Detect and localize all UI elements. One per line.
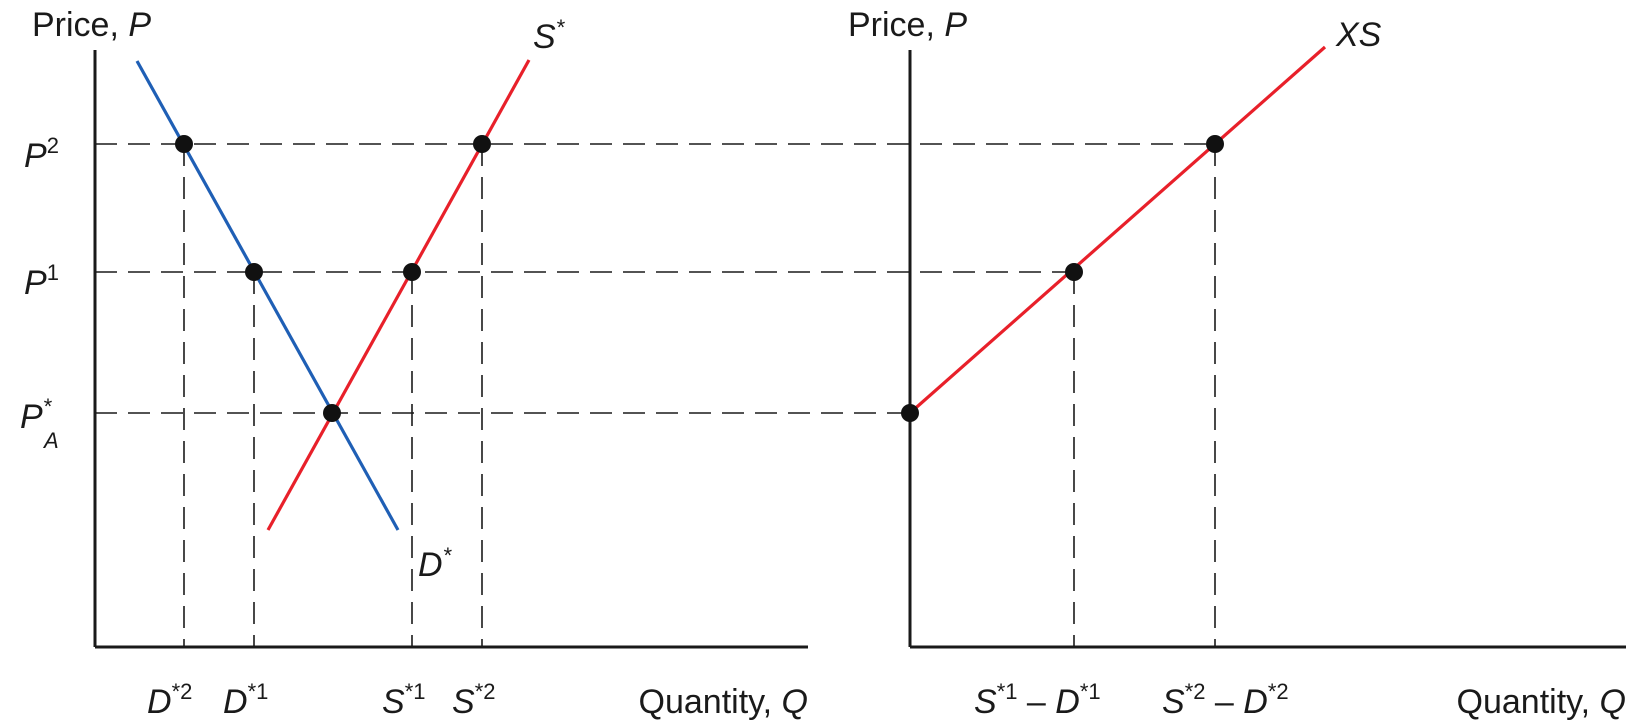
right-x-axis-title: Quantity, Q: [1457, 683, 1626, 721]
qty-label-d2: D*2: [147, 679, 192, 721]
qty-label-xs1: S*1 – D*1: [974, 679, 1101, 721]
point-xs1: [1065, 263, 1083, 281]
price-label-p1: P1: [24, 260, 59, 302]
left-panel: Price, P Quantity, Q S* D* P2 P1 P* A D*…: [20, 6, 1215, 721]
point-d2-p2: [175, 135, 193, 153]
point-s1-p1: [403, 263, 421, 281]
qty-label-s2: S*2: [452, 679, 495, 721]
demand-curve: [135, 60, 400, 531]
right-y-axis-title: Price, P: [848, 6, 967, 44]
left-y-axis-title: Price, P: [32, 6, 151, 44]
point-s2-p2: [473, 135, 491, 153]
demand-curve-label: D*: [418, 543, 453, 584]
export-supply-label: XS: [1335, 16, 1382, 54]
right-panel: Price, P Quantity, Q XS S*1 – D*1 S*2 – …: [848, 6, 1626, 721]
supply-curve-label: S*: [533, 15, 566, 56]
price-label-pa: P*: [20, 394, 53, 436]
point-xs-zero: [901, 404, 919, 422]
export-supply-curve: [908, 45, 1327, 415]
qty-label-d1: D*1: [223, 679, 268, 721]
supply-curve: [266, 59, 531, 531]
left-x-axis-title: Quantity, Q: [639, 683, 808, 721]
point-xs2: [1206, 135, 1224, 153]
point-autarky-equilibrium: [323, 404, 341, 422]
price-label-pa-subscript: A: [42, 428, 59, 453]
qty-label-xs2: S*2 – D*2: [1162, 679, 1289, 721]
point-d1-p1: [245, 263, 263, 281]
qty-label-s1: S*1: [382, 679, 425, 721]
price-label-p2: P2: [24, 133, 59, 175]
